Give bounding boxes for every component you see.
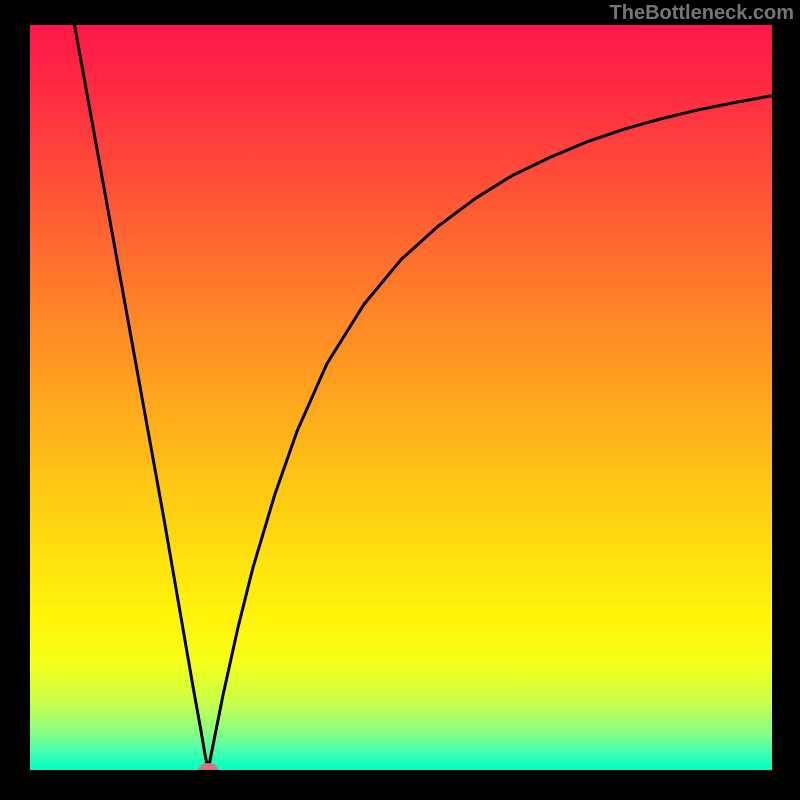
- bottleneck-chart: TheBottleneck.com: [0, 0, 800, 800]
- chart-svg: [0, 0, 800, 800]
- watermark-text: TheBottleneck.com: [610, 2, 794, 25]
